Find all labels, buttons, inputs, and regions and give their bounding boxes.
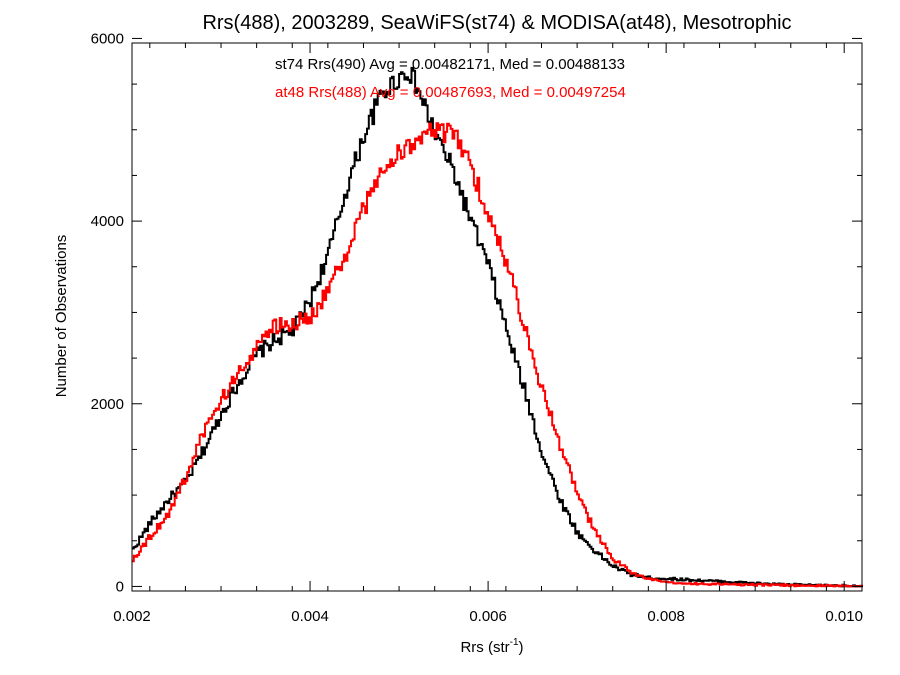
series-line-0 (132, 66, 863, 588)
x-tick-label: 0.008 (647, 608, 685, 625)
y-tick-label: 4000 (91, 213, 124, 230)
chart-title: Rrs(488), 2003289, SeaWiFS(st74) & MODIS… (202, 12, 791, 34)
series-layer (132, 66, 863, 588)
y-tick-label: 6000 (91, 30, 124, 47)
x-axis-label-superscript: -1 (510, 637, 519, 648)
x-tick-label: 0.006 (469, 608, 507, 625)
y-tick-label: 2000 (91, 396, 124, 413)
series-line-1 (132, 122, 863, 588)
x-tick-label: 0.002 (113, 608, 151, 625)
y-tick-label: 0 (116, 578, 124, 595)
x-tick-label: 0.004 (291, 608, 329, 625)
x-axis-label-text: Rrs (str (460, 639, 509, 656)
ticks-layer: 0.002 0.004 0.006 0.008 0.010 0 2000 4000 6000 (91, 30, 863, 625)
x-tick-label: 0.010 (825, 608, 863, 625)
legend-entry-st74: st74 Rrs(490) Avg = 0.00482171, Med = 0.… (275, 56, 625, 73)
x-axis-label-suffix: ) (519, 639, 524, 656)
legend-entry-at48: at48 Rrs(488) Avg = 0.00487693, Med = 0.… (275, 84, 626, 101)
y-axis-label: Number of Observations (53, 235, 70, 398)
plot-frame (131, 42, 863, 592)
x-axis-label: Rrs (str-1) (460, 637, 523, 656)
